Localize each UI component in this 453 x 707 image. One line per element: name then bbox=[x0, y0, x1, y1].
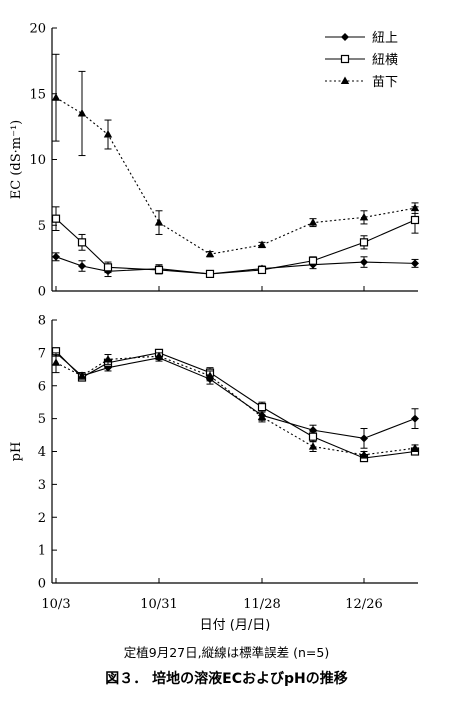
y-tick-label: 8 bbox=[38, 314, 46, 329]
data-point bbox=[51, 93, 61, 101]
data-point bbox=[52, 252, 60, 261]
data-point bbox=[205, 269, 215, 279]
y-tick-label: 3 bbox=[38, 478, 46, 493]
data-point bbox=[257, 265, 267, 275]
y-tick-label: 1 bbox=[38, 544, 46, 559]
y-tick-label: 5 bbox=[38, 219, 46, 234]
data-point bbox=[359, 450, 369, 458]
series-line bbox=[55, 97, 416, 255]
data-point bbox=[308, 432, 318, 441]
x-tick-label: 10/3 bbox=[41, 597, 70, 612]
series-紐横 bbox=[51, 206, 420, 279]
legend-marker bbox=[340, 76, 350, 84]
figure-caption: 図３． 培地の溶液ECおよびpHの推移 bbox=[105, 671, 348, 687]
data-point bbox=[103, 263, 113, 272]
legend-label: 苗下 bbox=[372, 75, 398, 90]
x-tick-label: 12/26 bbox=[345, 597, 382, 612]
y-tick-label: 2 bbox=[38, 511, 46, 526]
x-axis-label: 日付 (月/日) bbox=[200, 618, 271, 633]
data-point bbox=[308, 218, 318, 226]
x-tick-label: 11/28 bbox=[243, 597, 280, 612]
data-point bbox=[77, 238, 87, 247]
data-point bbox=[154, 218, 164, 226]
data-point bbox=[257, 240, 267, 248]
data-point bbox=[103, 130, 113, 138]
series-line bbox=[55, 355, 416, 456]
data-point bbox=[359, 238, 369, 247]
y-tick-label: 15 bbox=[29, 87, 46, 102]
data-point bbox=[360, 434, 368, 443]
data-point bbox=[205, 371, 215, 379]
y-tick-label: 10 bbox=[29, 153, 46, 168]
data-point bbox=[359, 212, 369, 221]
y-tick-label: 0 bbox=[38, 577, 46, 592]
ph-chart-panel: 0 1 2 3 4 5 6 7 8 pH 10/3 10/31 11/28 12/26 日付 (月/日) bbox=[9, 314, 420, 633]
legend-label: 紐上 bbox=[372, 31, 398, 46]
data-point bbox=[51, 358, 61, 366]
y-axis-label: EC (dS·m⁻¹) bbox=[9, 120, 24, 199]
data-point bbox=[154, 265, 164, 275]
data-point bbox=[308, 442, 318, 450]
ec-chart-panel: 0 5 10 15 20 EC (dS·m⁻¹) bbox=[9, 22, 420, 300]
data-point bbox=[205, 249, 215, 258]
data-point bbox=[308, 256, 318, 265]
y-tick-label: 0 bbox=[38, 285, 46, 300]
figure-note: 定植9月27日,縦線は標準誤差 (n=5) bbox=[123, 645, 330, 660]
y-tick-label: 20 bbox=[29, 22, 46, 37]
data-point bbox=[78, 262, 86, 271]
data-point bbox=[51, 214, 61, 223]
x-tick-label: 10/31 bbox=[140, 597, 177, 612]
y-tick-label: 6 bbox=[38, 379, 46, 394]
data-point bbox=[77, 108, 87, 117]
series-苗下 bbox=[51, 351, 420, 459]
legend-marker bbox=[341, 33, 349, 41]
data-point bbox=[257, 412, 267, 420]
data-point bbox=[77, 371, 87, 379]
data-point bbox=[154, 351, 164, 360]
legend-marker bbox=[340, 54, 350, 64]
y-tick-label: 4 bbox=[38, 445, 46, 460]
data-point bbox=[410, 443, 420, 452]
data-point bbox=[411, 414, 419, 423]
y-tick-label: 5 bbox=[38, 412, 46, 427]
series-苗下 bbox=[51, 53, 420, 258]
data-point bbox=[360, 258, 368, 267]
legend-label: 紐横 bbox=[372, 53, 398, 68]
data-point bbox=[410, 215, 420, 225]
data-point bbox=[257, 403, 267, 412]
y-tick-label: 7 bbox=[38, 346, 46, 361]
data-point bbox=[411, 259, 419, 268]
data-point bbox=[410, 203, 420, 212]
y-axis-label: pH bbox=[9, 442, 24, 462]
data-point bbox=[103, 354, 113, 363]
